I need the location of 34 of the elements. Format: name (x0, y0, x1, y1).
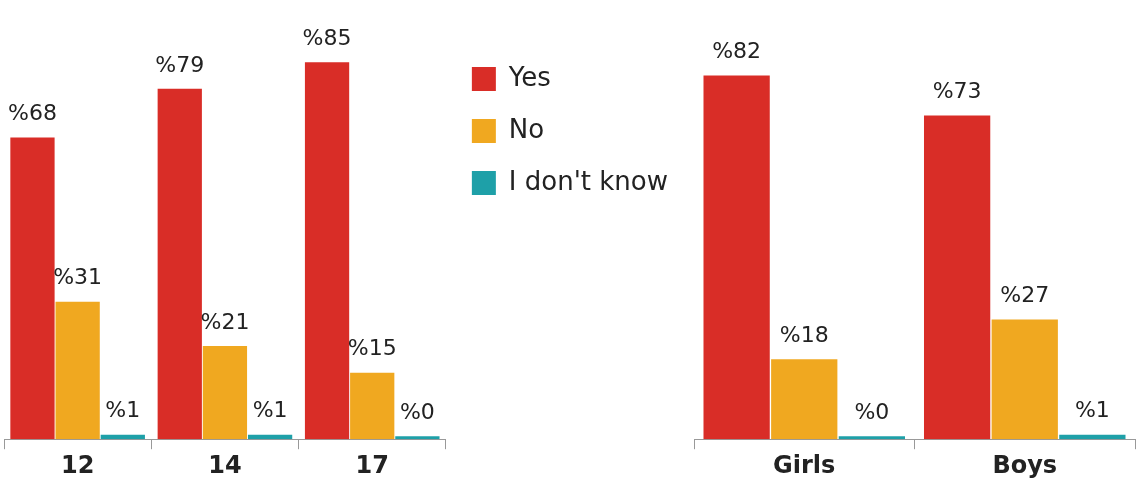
data-label: %18 (779, 322, 829, 348)
bar (771, 359, 838, 440)
bar (202, 346, 248, 440)
bar (247, 434, 293, 440)
bar (350, 372, 395, 440)
x-tick-label: 12 (60, 450, 95, 479)
bar (1059, 434, 1126, 440)
x-tick-label: 17 (355, 450, 389, 479)
bar (924, 115, 991, 440)
bar (991, 319, 1058, 440)
data-label: %1 (1074, 397, 1110, 423)
data-label: %27 (1000, 282, 1050, 308)
legend-label: No (508, 113, 545, 144)
data-label: %0 (399, 398, 435, 424)
bar (703, 75, 770, 440)
data-label: %1 (105, 397, 141, 423)
data-label: %79 (155, 51, 205, 77)
x-tick-label: Boys (992, 450, 1058, 479)
legend-label: Yes (507, 61, 551, 92)
data-label: %68 (8, 100, 57, 126)
data-label: %73 (932, 78, 982, 104)
bar (304, 62, 350, 440)
data-label: %82 (712, 38, 762, 64)
bar (157, 88, 202, 440)
data-label: %1 (252, 397, 288, 423)
x-tick-label: 14 (208, 450, 242, 479)
data-label: %0 (854, 398, 890, 424)
x-tick-label: Girls (773, 450, 836, 479)
bar (100, 434, 145, 440)
data-label: %15 (347, 335, 397, 361)
bar (55, 301, 100, 440)
data-label: %85 (302, 24, 352, 50)
bar (10, 137, 55, 440)
legend-label: I don't know (508, 165, 668, 196)
